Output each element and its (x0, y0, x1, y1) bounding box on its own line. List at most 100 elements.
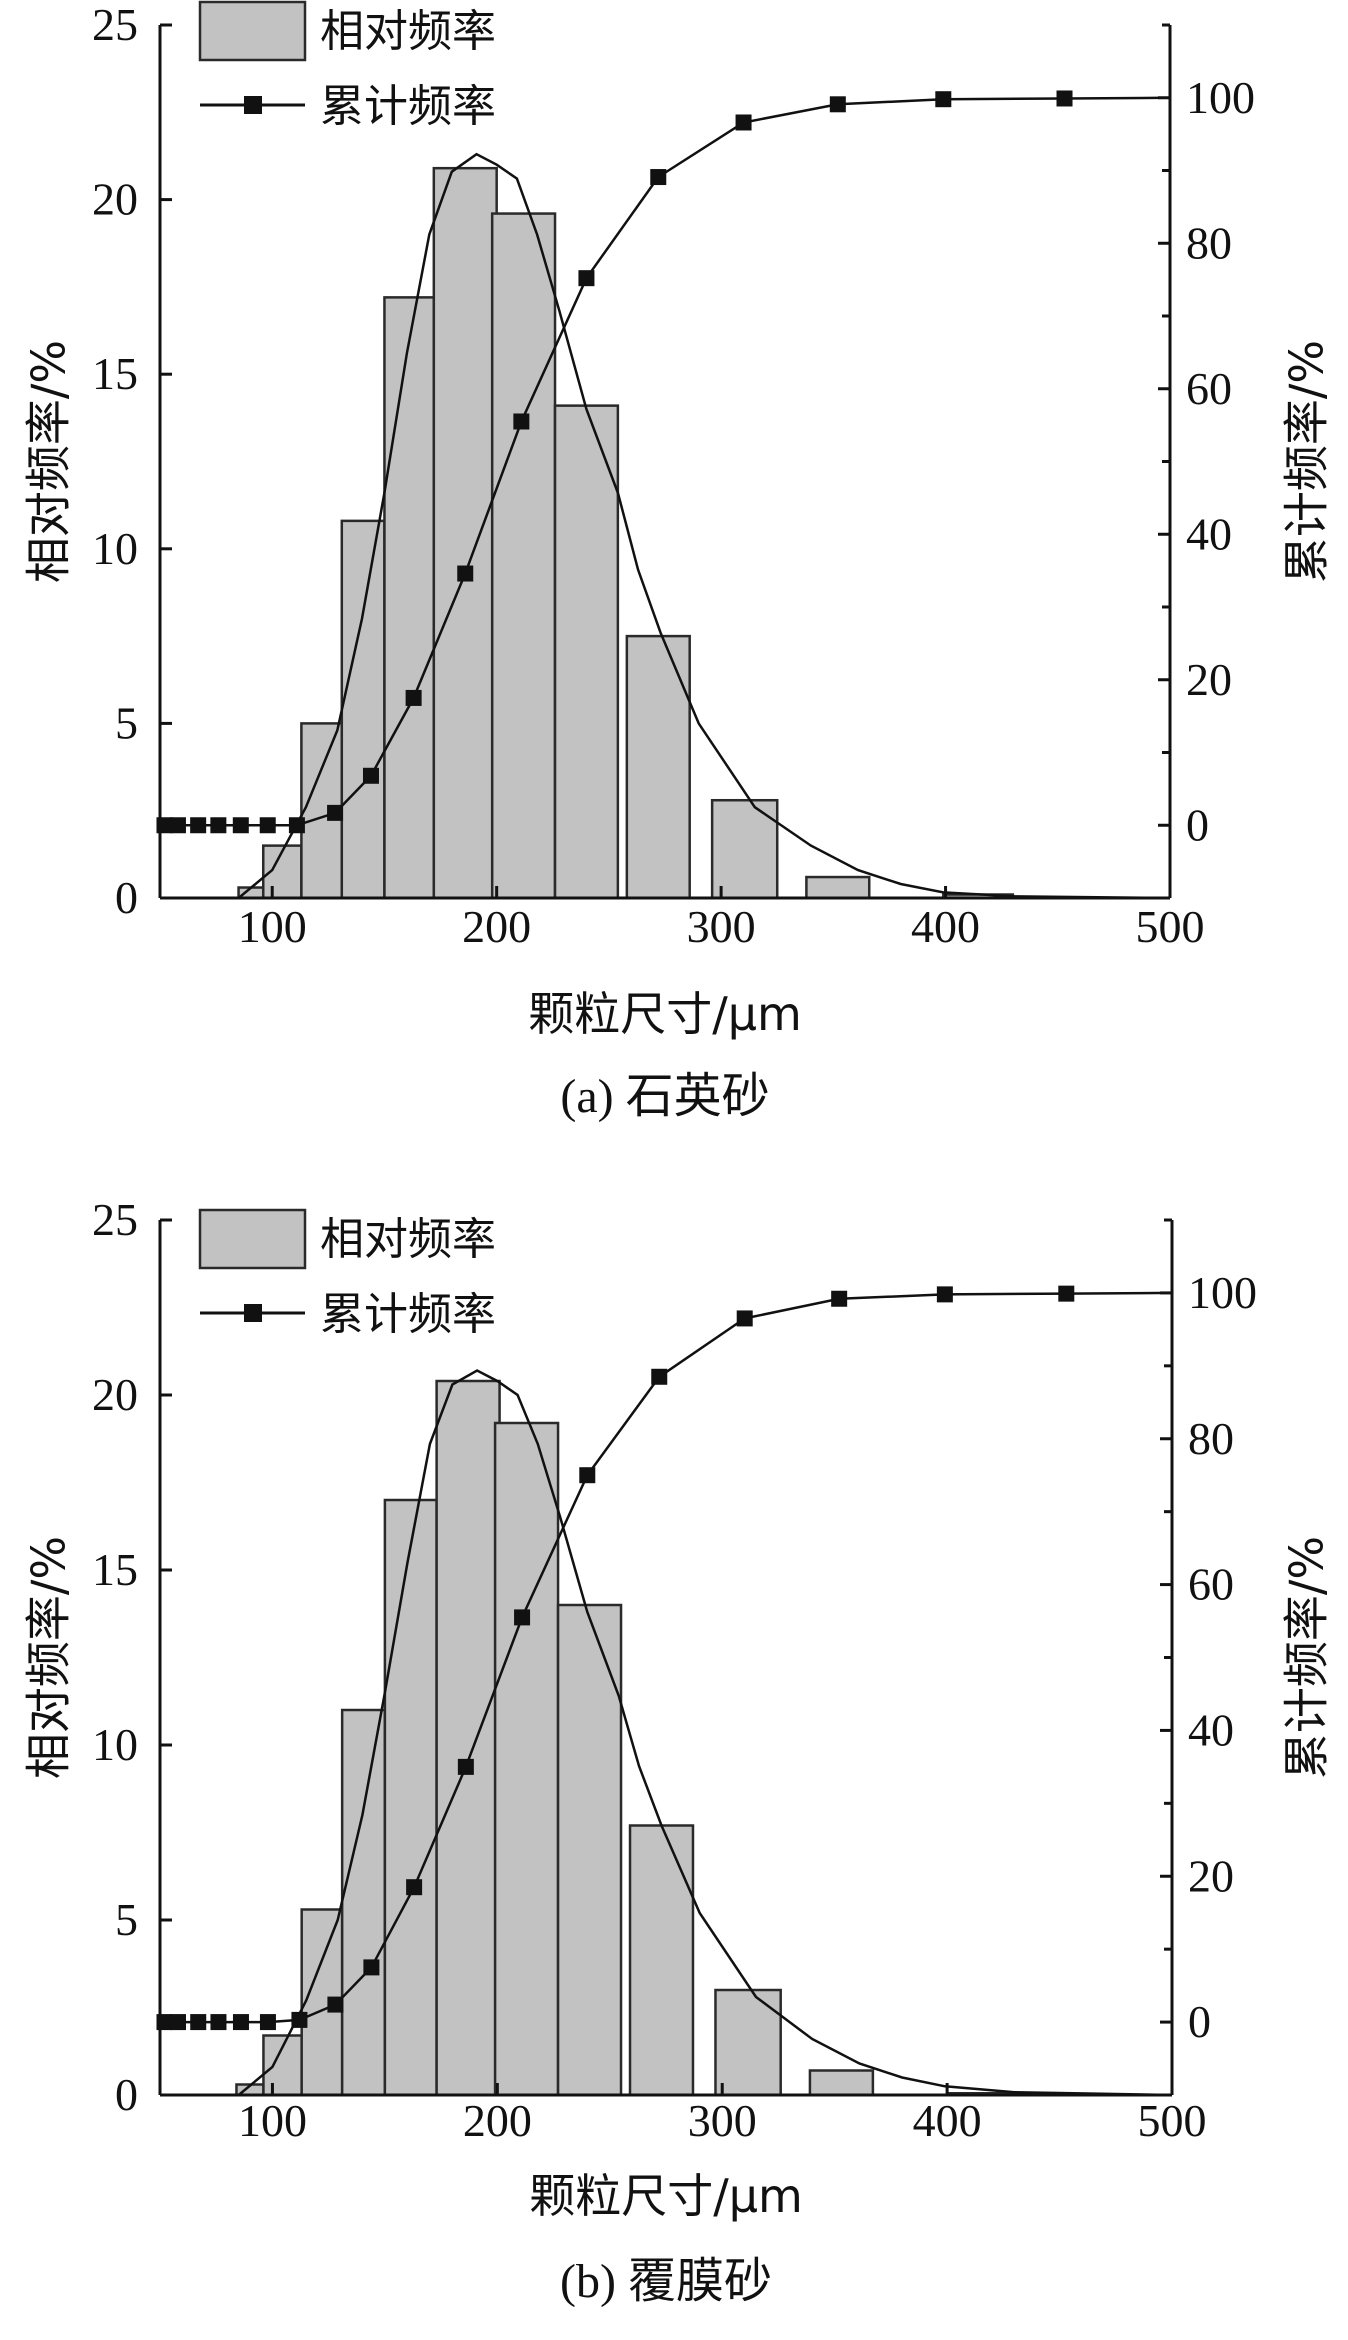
x-tick-label: 300 (687, 901, 756, 952)
cumulative-marker (650, 169, 667, 186)
fit-curve (237, 1369, 1173, 2097)
cumulative-marker (513, 413, 530, 430)
cumulative-marker (363, 1959, 380, 1976)
y-tick-label: 15 (92, 1544, 138, 1595)
legend-swatch-bars (198, 0, 307, 62)
cumulative-marker (514, 1609, 531, 1626)
cumulative-marker (327, 1996, 344, 2013)
cumulative-marker (736, 1310, 753, 1327)
y-tick-label: 0 (115, 2069, 138, 2120)
histogram-bar (553, 404, 620, 900)
cumulative-marker (579, 1467, 596, 1484)
histogram-bar (625, 634, 691, 900)
cumulative-marker (232, 2014, 249, 2031)
x-axis-title: 颗粒尺寸/μm (529, 2169, 803, 2223)
cumulative-marker (288, 817, 305, 834)
fit-curve (237, 152, 1171, 900)
histogram-bar (383, 296, 436, 900)
cumulative-marker (406, 1879, 423, 1896)
x-tick-label: 500 (1138, 2095, 1207, 2146)
cumulative-marker (169, 817, 186, 834)
x-tick-label: 100 (238, 2095, 307, 2146)
histogram-bar (493, 1421, 560, 2097)
histogram-bar (432, 166, 498, 900)
y-tick-label: 10 (92, 1719, 138, 1770)
cumulative-marker (362, 767, 379, 784)
chart-panel-a: 100 200 300 400 500 0 5 10 15 20 25 0 20 40 60 80 100 颗粒尺… (22, 0, 1334, 1123)
cumulative-marker (232, 817, 249, 834)
y2-tick-label: 60 (1186, 363, 1232, 414)
y2-tick-label: 80 (1188, 1413, 1234, 1464)
y2-tick-label: 100 (1188, 1267, 1257, 1318)
y-tick-label: 25 (92, 0, 138, 50)
x-tick-label: 200 (463, 2095, 532, 2146)
legend-swatch-marker (244, 1304, 262, 1322)
cumulative-marker (259, 817, 276, 834)
y2-tick-label: 0 (1186, 799, 1209, 850)
cumulative-marker (578, 270, 595, 287)
cumulative-marker (327, 804, 344, 821)
cumulative-marker (1058, 1285, 1075, 1302)
cumulative-marker (291, 2011, 308, 2028)
histogram-bar (435, 1379, 501, 2097)
cumulative-marker (935, 91, 952, 108)
cumulative-marker (190, 817, 207, 834)
x-tick-label: 100 (238, 901, 307, 952)
y-tick-label: 25 (92, 1194, 138, 1245)
legend-label-cumulative: 累计频率 (320, 1289, 496, 1340)
histogram-bar (556, 1603, 623, 2097)
histogram-bar (383, 1498, 438, 2097)
histogram-bar (340, 519, 386, 900)
y-tick-label: 5 (115, 1894, 138, 1945)
y-tick-label: 20 (92, 174, 138, 225)
cumulative-marker (1056, 90, 1073, 107)
cumulative-marker (829, 96, 846, 113)
x-tick-label: 500 (1136, 901, 1205, 952)
cumulative-marker (936, 1286, 953, 1303)
histogram-bar (714, 1988, 782, 2097)
legend-label-relative: 相对频率 (320, 6, 496, 57)
legend-label-relative: 相对频率 (320, 1214, 496, 1265)
cumulative-marker (190, 2014, 207, 2031)
y-tick-label: 20 (92, 1369, 138, 1420)
panel-caption: (a) 石英砂 (560, 1070, 769, 1123)
cumulative-marker (651, 1368, 668, 1385)
cumulative-marker (457, 1758, 474, 1775)
x-tick-label: 300 (688, 2095, 757, 2146)
y2-tick-label: 40 (1188, 1704, 1234, 1755)
histogram-bar (490, 212, 557, 900)
y-axis-title: 相对频率/% (22, 1536, 76, 1779)
y2-tick-label: 20 (1186, 654, 1232, 705)
cumulative-marker (169, 2014, 186, 2031)
histogram-bar (628, 1824, 695, 2097)
cumulative-marker (457, 565, 474, 582)
x-tick-label: 400 (913, 2095, 982, 2146)
legend-label-cumulative: 累计频率 (320, 81, 496, 132)
y2-axis-title: 累计频率/% (1280, 1536, 1334, 1779)
cumulative-marker (210, 817, 227, 834)
panel-caption: (b) 覆膜砂 (560, 2255, 772, 2308)
cumulative-marker (405, 689, 422, 706)
y-tick-label: 15 (92, 348, 138, 399)
y-tick-label: 10 (92, 523, 138, 574)
x-tick-label: 200 (462, 901, 531, 952)
cumulative-marker (259, 2014, 276, 2031)
y2-axis-title: 累计频率/% (1280, 340, 1334, 583)
y-tick-label: 0 (115, 872, 138, 923)
y2-tick-label: 20 (1188, 1850, 1234, 1901)
cumulative-marker (831, 1290, 848, 1307)
y2-tick-label: 80 (1186, 217, 1232, 268)
y-tick-label: 5 (115, 697, 138, 748)
histogram-bar (805, 875, 871, 900)
histogram-bar (340, 1708, 387, 2097)
cumulative-marker (210, 2014, 227, 2031)
y2-tick-label: 100 (1186, 72, 1255, 123)
legend-swatch-bars (198, 1208, 307, 1270)
y2-tick-label: 0 (1188, 1996, 1211, 2047)
y2-tick-label: 60 (1188, 1559, 1234, 1610)
cumulative-marker (735, 114, 752, 131)
chart-panel-b: 100 200 300 400 500 0 5 10 15 20 25 0 20 40 60 80 100 颗粒尺… (22, 1194, 1334, 2308)
x-tick-label: 400 (911, 901, 980, 952)
y2-tick-label: 40 (1186, 508, 1232, 559)
